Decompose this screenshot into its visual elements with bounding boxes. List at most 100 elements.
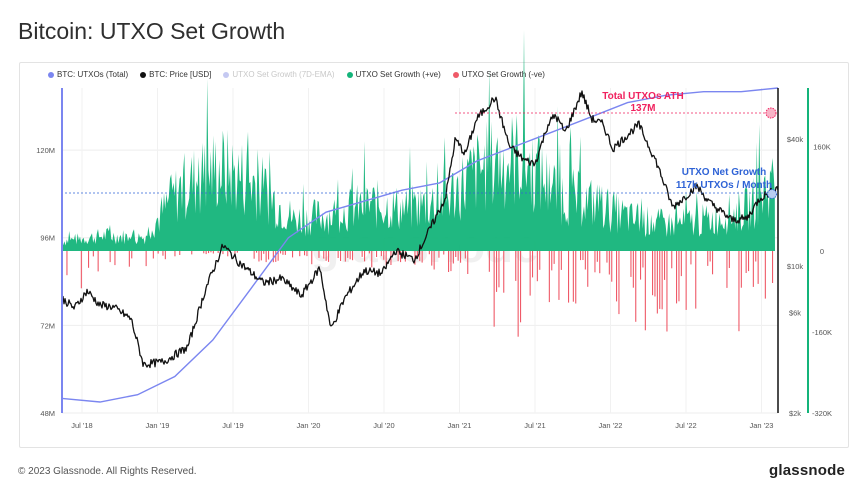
negative-growth-bar [594, 251, 596, 273]
negative-growth-bar [275, 251, 277, 262]
growth-annotation-line2: 117k UTXOs / Month [676, 180, 772, 191]
price-line [61, 90, 779, 369]
negative-growth-bar [265, 251, 267, 263]
legend-item-ema[interactable]: UTXO Set Growth (7D-EMA) [223, 70, 335, 79]
negative-growth-bar [328, 251, 330, 262]
negative-growth-bar [738, 251, 740, 332]
negative-growth-bar [596, 251, 598, 262]
negative-growth-bar [383, 251, 385, 260]
x-tick-label: Jul '19 [222, 421, 243, 430]
legend-item-positive[interactable]: UTXO Set Growth (+ve) [346, 70, 441, 79]
negative-growth-bar [652, 251, 654, 296]
negative-growth-bar [712, 251, 714, 275]
positive-growth-area [62, 30, 775, 251]
y-right-tick-label: 0 [820, 247, 824, 256]
negative-growth-bar [558, 251, 560, 300]
negative-growth-bar [632, 251, 634, 288]
negative-growth-bar [599, 251, 601, 274]
y-price-tick-label: $6k [789, 309, 801, 318]
legend-item-utxos-total[interactable]: BTC: UTXOs (Total) [48, 70, 128, 79]
negative-growth-bar [349, 251, 351, 260]
negative-growth-bar [80, 251, 82, 289]
negative-growth-bars [66, 251, 774, 337]
negative-growth-bar [109, 251, 111, 263]
negative-growth-bar [292, 251, 294, 258]
negative-growth-bar [748, 251, 750, 272]
y-left-tick-label: 120M [36, 146, 55, 155]
legend-item-price[interactable]: BTC: Price [USD] [140, 70, 211, 79]
negative-growth-bar [755, 251, 757, 262]
negative-growth-bar [659, 251, 661, 309]
negative-growth-bar [306, 251, 308, 257]
legend-item-negative[interactable]: UTXO Set Growth (-ve) [452, 70, 545, 79]
negative-growth-bar [145, 251, 147, 267]
negative-growth-bar [678, 251, 680, 302]
negative-growth-bar [174, 251, 176, 257]
y-left-tick-label: 72M [40, 321, 55, 330]
ath-marker [765, 107, 777, 119]
x-tick-label: Jan '19 [146, 421, 170, 430]
negative-growth-bar [654, 251, 656, 297]
ath-annotation-line1: Total UTXOs ATH [602, 91, 683, 102]
negative-growth-bar [752, 251, 754, 287]
legend-label-price: BTC: Price [USD] [149, 70, 212, 79]
negative-growth-bar [584, 251, 586, 270]
negative-growth-bar [587, 251, 589, 287]
negative-growth-bar [212, 251, 214, 254]
negative-growth-bar [268, 251, 270, 260]
x-tick-label: Jan '22 [599, 421, 623, 430]
negative-growth-bar [280, 251, 282, 254]
negative-growth-bar [400, 251, 402, 263]
negative-growth-bar [572, 251, 574, 302]
y-right-tick-label: -160K [812, 328, 832, 337]
negative-growth-bar [352, 251, 354, 261]
negative-growth-bar [568, 251, 570, 303]
negative-growth-bar [376, 251, 378, 257]
negative-growth-bar [656, 251, 658, 314]
footer-copyright: © 2023 Glassnode. All Rights Reserved. [18, 466, 197, 477]
negative-growth-bar [299, 251, 301, 257]
negative-growth-bar [580, 251, 582, 261]
negative-growth-bar [695, 251, 697, 309]
negative-growth-bar [606, 251, 608, 263]
negative-growth-bar [162, 251, 164, 256]
negative-growth-bar [608, 251, 610, 275]
x-tick-label: Jan '23 [750, 421, 774, 430]
negative-growth-bar [728, 251, 730, 268]
negative-growth-bar [640, 251, 642, 280]
negative-growth-bar [642, 251, 644, 268]
x-tick-label: Jul '22 [675, 421, 696, 430]
growth-annotation-line1: UTXO Net Growth [682, 167, 766, 178]
negative-growth-bar [304, 251, 306, 256]
negative-growth-bar [179, 251, 181, 255]
negative-growth-bar [503, 251, 505, 293]
y-right-tick-label: -320K [812, 409, 832, 418]
negative-growth-bar [277, 251, 279, 261]
negative-growth-bar [664, 251, 666, 280]
utxos-total-line [61, 87, 779, 403]
negative-growth-bar [529, 251, 531, 296]
page-title: Bitcoin: UTXO Set Growth [18, 18, 286, 44]
negative-growth-bar [380, 251, 382, 257]
negative-growth-bar [66, 251, 68, 276]
negative-growth-bar [661, 251, 663, 310]
negative-growth-bar [340, 251, 342, 261]
negative-growth-bar [690, 251, 692, 265]
chart-legend: BTC: UTXOs (Total) BTC: Price [USD] UTXO… [48, 70, 545, 79]
negative-growth-bar [234, 251, 236, 256]
negative-growth-bar [364, 251, 366, 262]
x-tick-label: Jan '20 [297, 421, 321, 430]
ath-annotation-line2: 137M [630, 103, 655, 114]
negative-growth-bar [635, 251, 637, 322]
legend-label-positive: UTXO Set Growth (+ve) [355, 70, 441, 79]
negative-growth-bar [97, 251, 99, 272]
negative-growth-bar [488, 251, 490, 272]
footer-brand-logo[interactable]: glassnode [769, 462, 845, 479]
y-left-tick-label: 96M [40, 234, 55, 243]
negative-growth-bar [419, 251, 421, 261]
negative-growth-bar [368, 251, 370, 254]
negative-growth-bar [203, 251, 205, 254]
legend-swatch-negative [452, 71, 459, 78]
negative-growth-bar [467, 251, 469, 274]
negative-growth-bar [88, 251, 90, 268]
